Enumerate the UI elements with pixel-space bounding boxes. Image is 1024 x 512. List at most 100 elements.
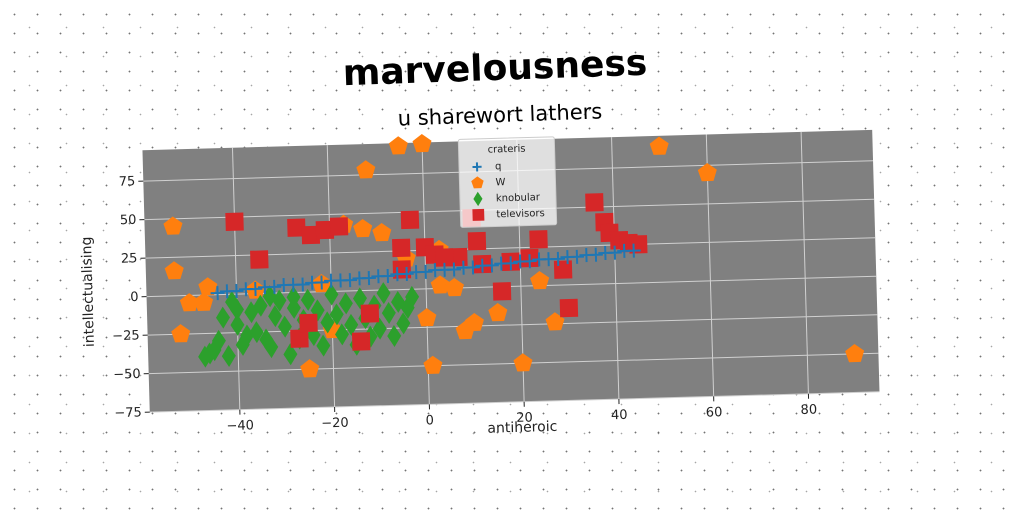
point-q [522, 254, 537, 269]
point-knobular [268, 305, 283, 328]
point-knobular [320, 311, 335, 334]
point-q [229, 284, 244, 299]
point-knobular [310, 299, 325, 322]
y-tick-label: −50 [113, 367, 141, 383]
point-televisors [585, 193, 604, 212]
x-tick-label: 20 [516, 410, 533, 425]
point-w [194, 292, 214, 311]
legend-label-w: W [495, 177, 505, 188]
point-televisors [225, 212, 244, 231]
point-knobular [272, 289, 287, 312]
y-grid-line [148, 352, 879, 375]
point-q [342, 273, 358, 288]
point-knobular [211, 329, 226, 352]
point-televisors [290, 329, 309, 348]
point-q [314, 275, 329, 290]
point-w [198, 277, 218, 296]
point-q [447, 262, 462, 277]
point-w [430, 275, 450, 294]
point-knobular [405, 285, 420, 308]
point-knobular [240, 324, 255, 347]
point-q [248, 281, 263, 296]
point-televisors [301, 225, 321, 245]
chart-title: marvelousness [342, 43, 648, 95]
y-ticks: −75 −50 −25 0 25 50 75 [112, 174, 150, 421]
point-q [503, 256, 518, 271]
point-televisors [559, 298, 579, 318]
y-tick-label: −75 [114, 405, 142, 421]
point-w [412, 133, 432, 153]
point-knobular [253, 294, 268, 317]
point-knobular [396, 312, 411, 335]
y-tick-label: 0 [130, 290, 139, 305]
point-w [423, 355, 443, 375]
point-televisors [329, 217, 349, 236]
point-w [697, 163, 717, 182]
point-w [513, 353, 533, 372]
point-televisors [392, 238, 411, 258]
y-tick-label: 50 [120, 213, 137, 228]
point-q [551, 251, 566, 266]
point-knobular [316, 334, 331, 357]
point-televisors [360, 304, 380, 323]
point-knobular [363, 325, 378, 348]
point-televisors [434, 248, 454, 267]
point-w [372, 223, 392, 242]
point-knobular [300, 288, 315, 311]
point-q [295, 277, 310, 292]
point-w [464, 312, 484, 332]
point-televisors [467, 231, 487, 251]
plot-group: −40 −20 0 20 40 60 80 −75 −50 −25 0 25 50 75 antiher… [79, 129, 880, 437]
x-tick-label: −20 [321, 416, 349, 432]
point-w [417, 308, 437, 327]
legend-label-knobular: knobular [496, 192, 541, 204]
point-knobular [202, 342, 217, 365]
point-q [465, 260, 480, 275]
x-axis-label: antiheroic [487, 419, 557, 437]
legend-box [457, 136, 558, 228]
point-televisors [392, 260, 412, 279]
point-knobular [344, 313, 359, 336]
point-knobular [372, 317, 387, 340]
x-grid-line [231, 147, 241, 410]
point-knobular [244, 301, 259, 324]
point-q [380, 268, 395, 284]
point-q [361, 271, 376, 286]
y-tick-label: 25 [121, 251, 138, 266]
point-w [164, 261, 184, 280]
point-q [607, 245, 622, 260]
point-w [444, 278, 464, 297]
point-q [399, 266, 414, 281]
y-tick-label: 75 [119, 174, 136, 189]
legend-marker-w [471, 176, 484, 189]
point-w [163, 216, 183, 235]
point-w [530, 271, 550, 290]
point-televisors [529, 230, 548, 249]
point-knobular [400, 296, 415, 319]
point-w [845, 343, 865, 363]
point-knobular [235, 333, 250, 356]
y-grid-line [149, 391, 880, 413]
point-knobular [283, 343, 298, 366]
point-knobular [381, 301, 396, 324]
point-q [210, 286, 225, 301]
point-televisors [492, 282, 512, 301]
point-w [388, 136, 408, 155]
point-knobular [329, 303, 344, 326]
point-q [267, 279, 282, 294]
point-knobular [249, 321, 264, 344]
point-w [179, 293, 199, 312]
x-tick-label: 0 [425, 413, 434, 428]
point-televisors [553, 260, 573, 279]
x-tick-label: 40 [611, 408, 628, 423]
x-ticks: −40 −20 0 20 40 60 80 [226, 393, 817, 434]
y-tick-label: −25 [112, 328, 140, 344]
point-televisors [299, 313, 318, 333]
x-tick-label: 80 [800, 403, 817, 418]
point-knobular [335, 323, 350, 346]
point-w [649, 136, 669, 155]
point-w [545, 312, 565, 331]
